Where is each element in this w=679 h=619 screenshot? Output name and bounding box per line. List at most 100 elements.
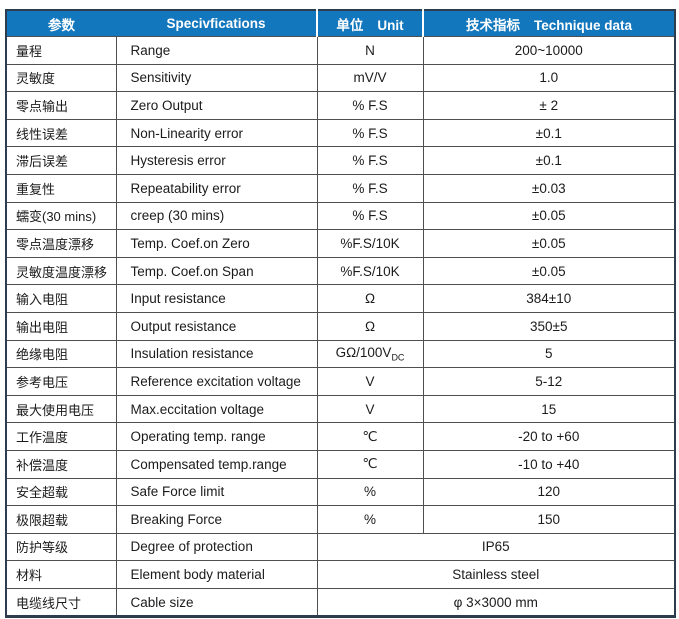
unit-cell: % F.S [316, 173, 424, 203]
spec-row: 材料 Element body material Stainless steel [5, 560, 676, 589]
spec-table-header: 参数 Specivfications 单位 Unit 技术指标 Technique … [6, 10, 675, 37]
unit-cell: N [316, 36, 424, 65]
spec-row: 绝缘电阻 Insulation resistance GΩ/100VDC 5 [5, 339, 676, 369]
param-cell: 灵敏度 [5, 63, 117, 93]
value-cell: -20 to +60 [422, 422, 676, 451]
param-cell: 滞后误差 [5, 146, 117, 175]
spec-row: 量程 Range N 200~10000 [5, 36, 676, 65]
value-cell: ±0.1 [422, 146, 676, 175]
value-cell: 5 [422, 339, 676, 369]
spec-cell: Cable size [115, 587, 318, 618]
param-cell: 线性误差 [5, 118, 117, 148]
spec-row: 输入电阻 Input resistance Ω 384±10 [5, 284, 676, 313]
value-cell: IP65 [316, 532, 676, 562]
unit-cell: Ω [316, 311, 424, 341]
spec-cell: Hysteresis error [115, 146, 318, 175]
unit-cell: %F.S/10K [316, 229, 424, 258]
value-cell: 120 [422, 477, 676, 507]
unit-cell: % F.S [316, 146, 424, 175]
spec-cell: Element body material [115, 560, 318, 589]
spec-cell: Max.eccitation voltage [115, 394, 318, 424]
param-cell: 重复性 [5, 173, 117, 203]
spec-row: 补偿温度 Compensated temp.range ℃ -10 to +40 [5, 449, 676, 479]
unit-cell: % F.S [316, 91, 424, 120]
spec-table-body: 量程 Range N 200~10000 灵敏度 Sensitivity mV/V 1.0 零点… [5, 36, 676, 618]
value-cell: φ 3×3000 mm [316, 587, 676, 618]
param-cell: 零点输出 [5, 91, 117, 120]
spec-cell: Zero Output [115, 91, 318, 120]
spec-row: 极限超载 Breaking Force% 150 [5, 505, 676, 534]
spec-table: 参数 Specivfications 单位 Unit 技术指标 Technique … [5, 9, 676, 619]
spec-cell: Temp. Coef.on Span [115, 256, 318, 286]
spec-row: 灵敏度 Sensitivity mV/V 1.0 [5, 63, 676, 93]
value-cell: Stainless steel [316, 560, 676, 589]
param-cell: 安全超载 [5, 477, 117, 507]
value-cell: 1.0 [422, 63, 676, 93]
spec-row: 参考电压 Reference excitation voltage V 5-12 [5, 367, 676, 396]
unit-cell: Ω [316, 284, 424, 313]
spec-cell: Reference excitation voltage [115, 367, 318, 396]
spec-cell: creep (30 mins) [115, 201, 318, 231]
header-unit: 单位 Unit [316, 10, 423, 37]
unit-cell: %F.S/10K [316, 256, 424, 286]
spec-cell: Non-Linearity error [115, 118, 318, 148]
param-cell: 极限超载 [5, 505, 117, 534]
spec-row: 蠕变(30 mins) creep (30 mins)% F.S ±0.05 [5, 201, 676, 231]
spec-row: 电缆线尺寸 Cable size φ 3×3000 mm [5, 587, 676, 618]
param-cell: 量程 [5, 36, 117, 65]
value-cell: 384±10 [422, 284, 676, 313]
unit-cell: V [316, 367, 424, 396]
param-cell: 防护等级 [5, 532, 117, 562]
spec-row: 工作温度 Operating temp. range ℃ -20 to +60 [5, 422, 676, 451]
value-cell: ± 2 [422, 91, 676, 120]
param-cell: 补偿温度 [5, 449, 117, 479]
spec-row: 灵敏度温度漂移 Temp. Coef.on Span %F.S/10K ±0.05 [5, 256, 676, 286]
value-cell: 15 [422, 394, 676, 424]
value-cell: 350±5 [422, 311, 676, 341]
unit-cell: V [316, 394, 424, 424]
param-cell: 绝缘电阻 [5, 339, 117, 369]
spec-row: 输出电阻 Output resistance Ω 350±5 [5, 311, 676, 341]
param-cell: 输出电阻 [5, 311, 117, 341]
header-unit-en: Unit [377, 17, 404, 33]
param-cell: 工作温度 [5, 422, 117, 451]
spec-row: 零点输出 Zero Output% F.S ± 2 [5, 91, 676, 120]
unit-cell: ℃ [316, 449, 424, 479]
spec-cell: Breaking Force [115, 505, 318, 534]
header-row: 参数 Specivfications 单位 Unit 技术指标 Technique … [6, 10, 675, 37]
spec-cell: Compensated temp.range [115, 449, 318, 479]
value-cell: ±0.05 [422, 201, 676, 231]
spec-cell: Input resistance [115, 284, 318, 313]
spec-row: 线性误差 Non-Linearity error% F.S ±0.1 [5, 118, 676, 148]
spec-row: 安全超载 Safe Force limit% 120 [5, 477, 676, 507]
value-cell: ±0.03 [422, 173, 676, 203]
param-cell: 输入电阻 [5, 284, 117, 313]
param-cell: 电缆线尺寸 [5, 587, 117, 618]
param-cell: 参考电压 [5, 367, 117, 396]
unit-cell: % [316, 505, 424, 534]
header-param-label: 参数 [48, 17, 75, 33]
header-data-en: Technique data [533, 17, 632, 33]
value-cell: ±0.05 [422, 256, 676, 286]
value-cell: -10 to +40 [422, 449, 676, 479]
unit-subscript: DC [391, 352, 405, 363]
header-param: 参数 [6, 10, 116, 37]
spec-cell: Range [115, 36, 318, 65]
param-cell: 灵敏度温度漂移 [5, 256, 117, 286]
spec-row: 最大使用电压 Max.eccitation voltage V 15 [5, 394, 676, 424]
unit-cell: GΩ/100VDC [316, 339, 424, 369]
param-cell: 蠕变(30 mins) [5, 201, 117, 231]
spec-cell: Output resistance [115, 311, 318, 341]
value-cell: 150 [422, 505, 676, 534]
spec-row: 滞后误差 Hysteresis error% F.S ±0.1 [5, 146, 676, 175]
unit-cell: % F.S [316, 118, 424, 148]
unit-cell: % [316, 477, 424, 507]
param-cell: 最大使用电压 [5, 394, 117, 424]
value-cell: ±0.05 [422, 229, 676, 258]
value-cell: 200~10000 [422, 36, 676, 65]
spec-cell: Safe Force limit [115, 477, 318, 507]
spec-cell: Repeatability error [115, 173, 318, 203]
spec-cell: Insulation resistance [115, 339, 318, 369]
spec-cell: Degree of protection [115, 532, 318, 562]
